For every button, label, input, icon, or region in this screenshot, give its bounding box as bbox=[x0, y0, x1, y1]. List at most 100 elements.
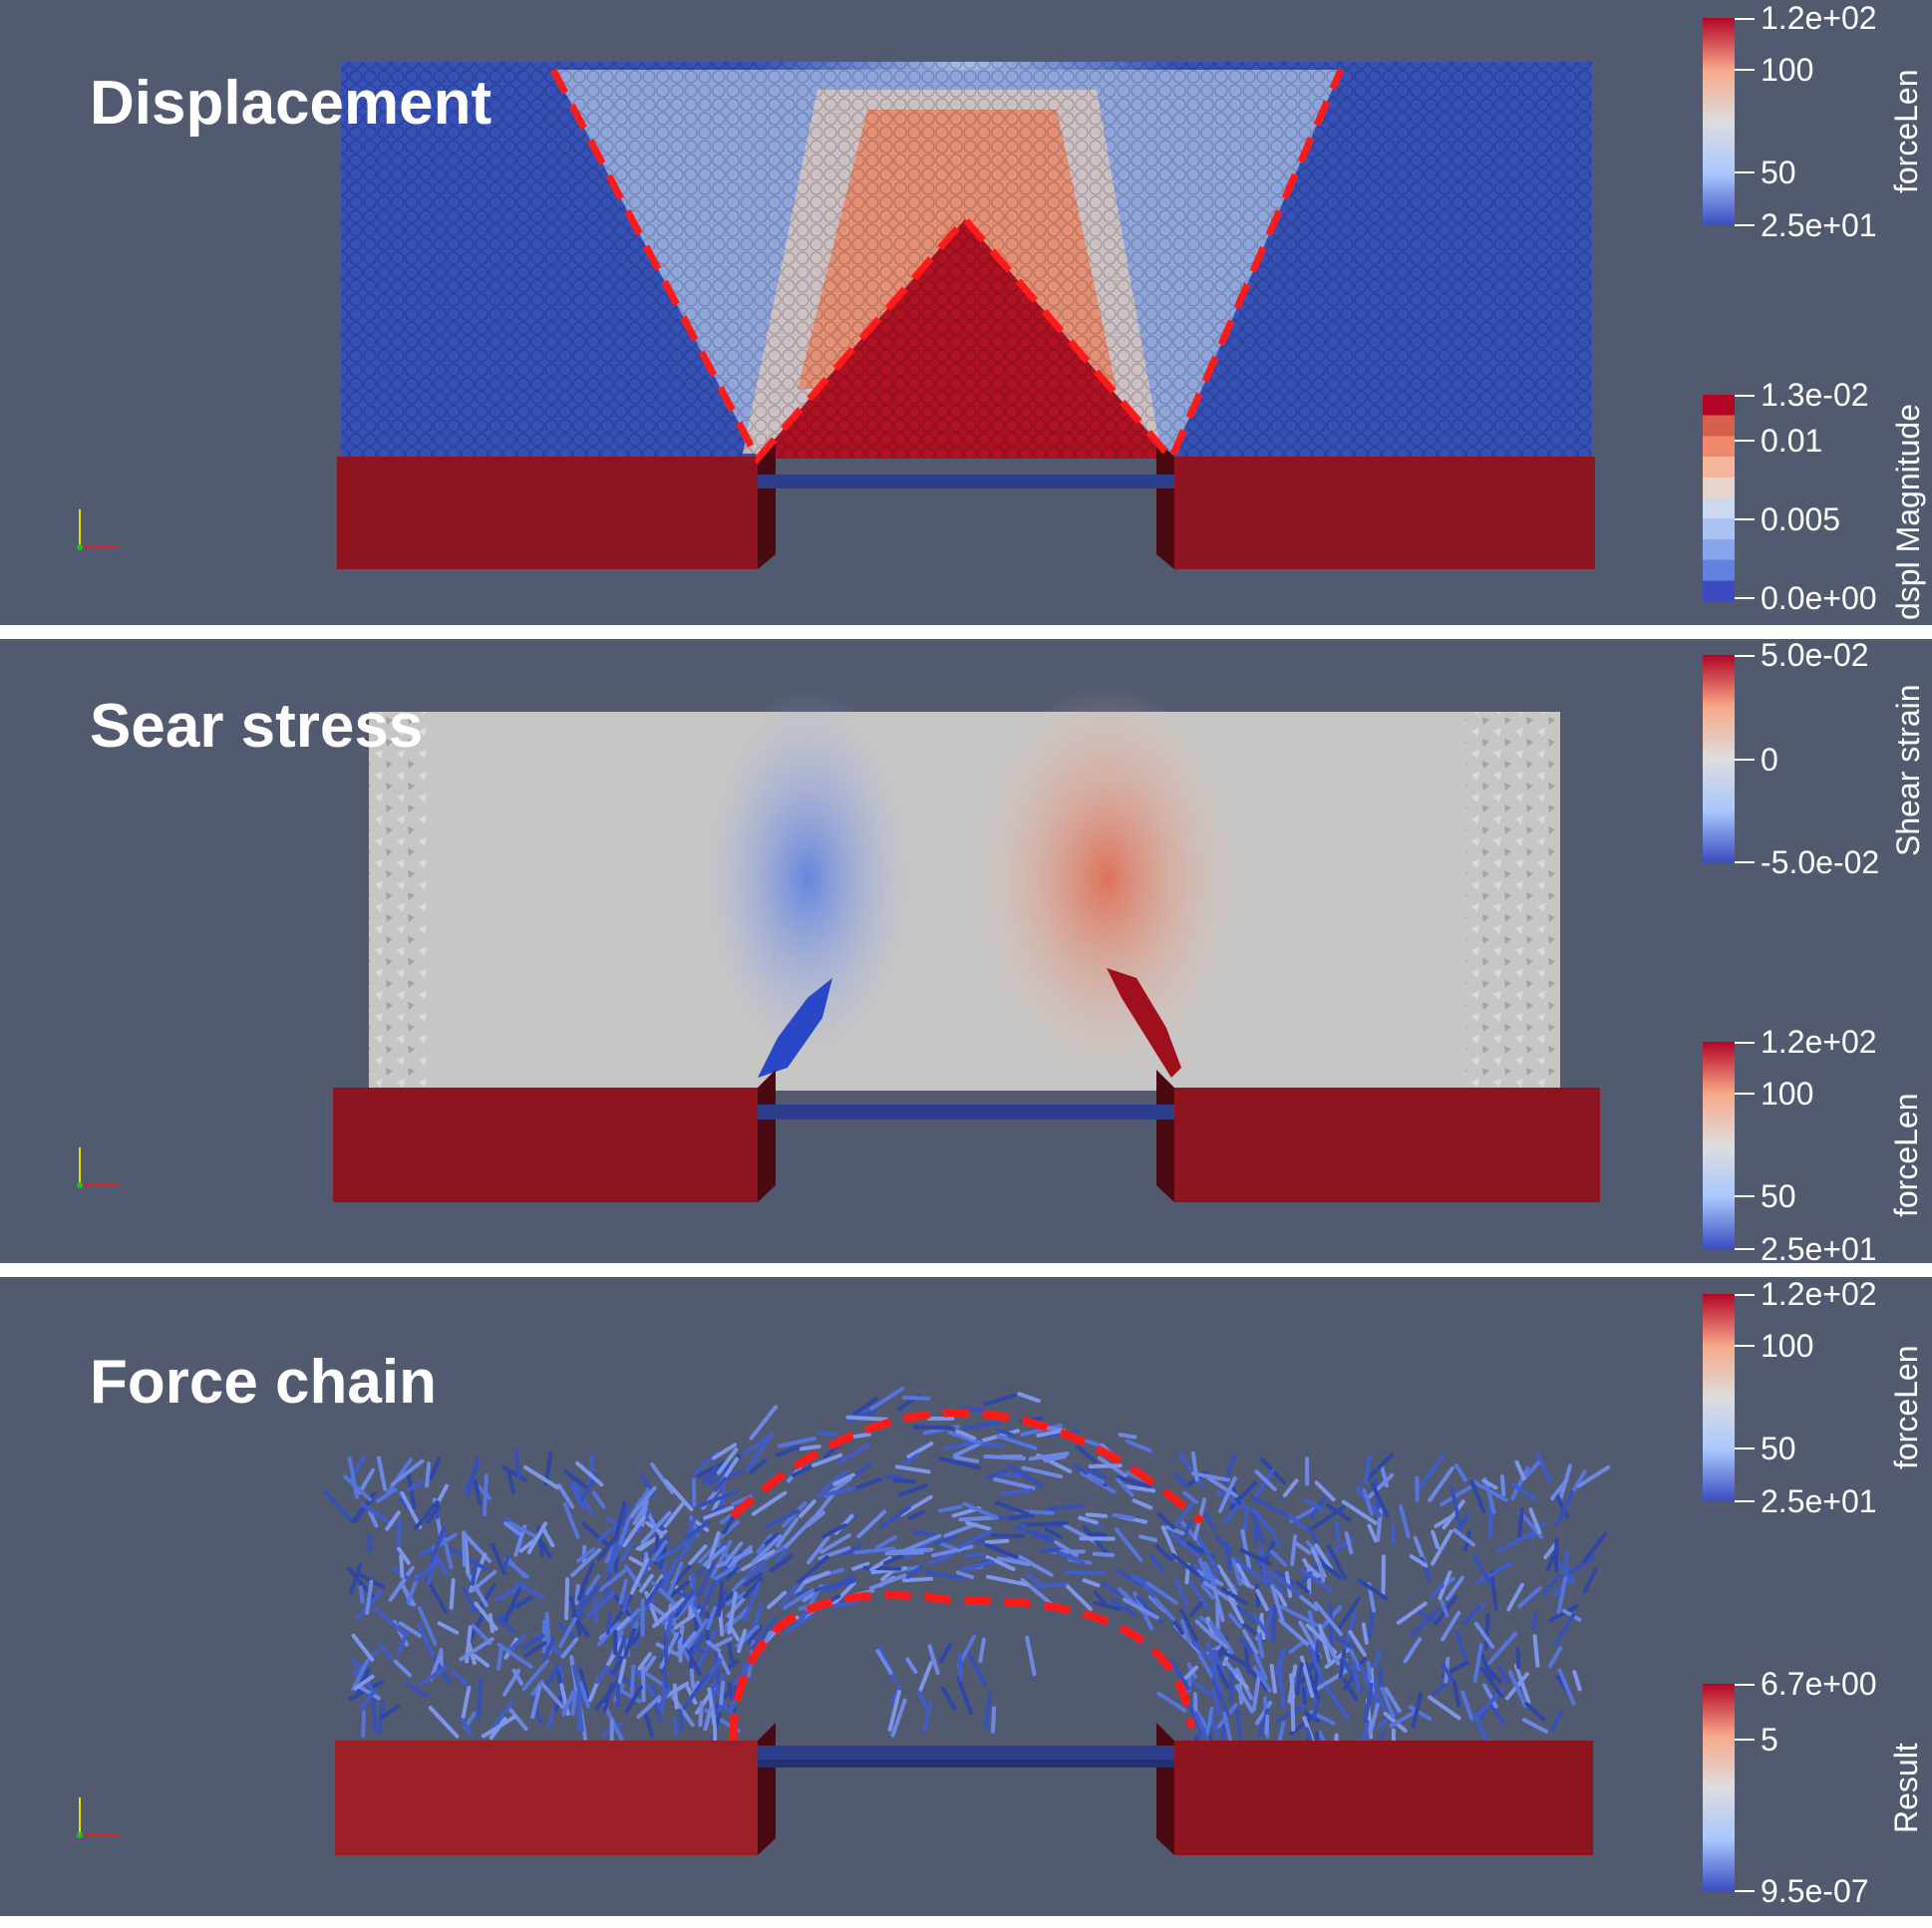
force-chain-segment bbox=[1373, 1676, 1379, 1710]
force-chain-segment bbox=[373, 1606, 407, 1636]
force-chain-segment bbox=[912, 1425, 955, 1431]
force-chain-segment bbox=[940, 1686, 957, 1711]
force-chain-segment bbox=[804, 1570, 830, 1584]
force-chain-segment bbox=[1191, 1640, 1217, 1666]
force-chain-segment bbox=[1197, 1557, 1209, 1580]
force-chain-segment bbox=[1363, 1452, 1394, 1484]
force-chain-segment bbox=[1307, 1644, 1325, 1683]
force-chain-segment bbox=[985, 1543, 1019, 1559]
force-chain-segment bbox=[1116, 1477, 1134, 1497]
force-chain-segment bbox=[581, 1521, 610, 1547]
force-chain-segment bbox=[637, 1652, 652, 1671]
force-chain-segment bbox=[1469, 1478, 1508, 1502]
force-chain-segment bbox=[898, 1483, 929, 1497]
force-chain-segment bbox=[508, 1708, 528, 1732]
force-chain-segment bbox=[1314, 1480, 1336, 1502]
force-chain-segment bbox=[712, 1443, 738, 1460]
force-chain-segment bbox=[986, 1574, 1030, 1587]
force-chain-segment bbox=[816, 1431, 838, 1437]
force-chain-segment bbox=[378, 1644, 393, 1661]
force-chain-segment bbox=[405, 1682, 429, 1699]
force-chain-segment bbox=[1384, 1687, 1402, 1714]
force-chain-segment bbox=[1506, 1582, 1524, 1612]
force-chain-segment bbox=[841, 1543, 862, 1556]
force-chain-segment bbox=[1216, 1490, 1251, 1511]
force-chain-segment bbox=[851, 1476, 883, 1491]
force-chain-segment bbox=[1324, 1685, 1351, 1722]
force-chain-segment bbox=[1204, 1706, 1214, 1737]
force-chain-segment bbox=[542, 1663, 560, 1691]
force-chain-segment bbox=[1555, 1559, 1575, 1584]
force-chain-segment bbox=[462, 1530, 467, 1567]
force-chain-segment bbox=[1063, 1569, 1107, 1575]
force-chain-segment bbox=[1034, 1582, 1068, 1588]
force-chain-segment bbox=[1517, 1586, 1542, 1609]
tick-label: 1.3e-02 bbox=[1761, 377, 1869, 413]
force-chain-segment bbox=[1304, 1562, 1321, 1578]
force-chain-segment bbox=[1179, 1608, 1199, 1643]
force-chain-segment bbox=[460, 1718, 473, 1736]
force-chain-segment bbox=[623, 1628, 637, 1657]
force-chain-segment bbox=[682, 1516, 697, 1548]
force-chain-segment bbox=[710, 1539, 733, 1579]
force-chain-segment bbox=[351, 1633, 375, 1662]
force-chain-segment bbox=[350, 1496, 375, 1523]
force-chain-segment bbox=[1196, 1536, 1220, 1574]
force-chain-segment bbox=[769, 1559, 787, 1573]
force-chain-segment bbox=[506, 1470, 516, 1494]
force-chain-segment bbox=[546, 1709, 555, 1729]
force-chain-segment bbox=[1214, 1663, 1230, 1690]
force-chain-segment bbox=[727, 1545, 753, 1569]
force-chain-segment bbox=[596, 1527, 613, 1543]
force-chain-segment bbox=[1434, 1513, 1455, 1528]
force-chain-segment bbox=[1295, 1541, 1312, 1555]
force-chain-segment bbox=[958, 1515, 999, 1522]
force-chain-segment bbox=[1193, 1711, 1209, 1743]
force-chain-segment bbox=[706, 1605, 718, 1631]
force-chain-segment bbox=[669, 1580, 691, 1597]
force-chain-segment bbox=[1251, 1507, 1272, 1531]
rough-edge-left bbox=[369, 712, 429, 1091]
force-chain-segment bbox=[417, 1606, 438, 1646]
force-chain-segment bbox=[1211, 1689, 1221, 1718]
force-chain-segment bbox=[1290, 1690, 1296, 1732]
force-chain-segment bbox=[1489, 1570, 1498, 1612]
force-chain-segment bbox=[1173, 1579, 1189, 1607]
force-chain-segment bbox=[698, 1489, 740, 1508]
force-chain-segment bbox=[1299, 1655, 1315, 1699]
force-chain-segment bbox=[906, 1442, 934, 1458]
force-chain-segment bbox=[1510, 1465, 1530, 1500]
force-chain-segment bbox=[901, 1396, 931, 1401]
force-chain-segment bbox=[652, 1681, 690, 1706]
force-chain-segment bbox=[727, 1591, 738, 1635]
force-chain-segment bbox=[1269, 1549, 1288, 1567]
force-chain-segment bbox=[1256, 1633, 1265, 1659]
force-chain-scene bbox=[323, 1387, 1611, 1855]
force-chain-segment bbox=[1170, 1660, 1190, 1691]
force-chain-segment bbox=[1092, 1551, 1116, 1557]
right-support-side bbox=[1156, 1070, 1174, 1202]
force-chain-segment bbox=[1182, 1490, 1198, 1504]
force-chain-segment bbox=[993, 1477, 1036, 1490]
force-chain-segment bbox=[1314, 1601, 1343, 1636]
force-chain-segment bbox=[883, 1554, 903, 1565]
force-chain-segment bbox=[678, 1632, 683, 1663]
force-chain-segment bbox=[1203, 1561, 1217, 1587]
force-chain-segment bbox=[666, 1596, 696, 1630]
force-chain-segment bbox=[1441, 1663, 1454, 1682]
force-chain-segment bbox=[1228, 1612, 1243, 1629]
force-chain-segment bbox=[1087, 1472, 1105, 1484]
force-chain-segment bbox=[358, 1467, 376, 1495]
force-chain-segment bbox=[1148, 1553, 1165, 1573]
force-chain-segment bbox=[323, 1489, 352, 1522]
force-chain-segment bbox=[737, 1629, 748, 1654]
force-chain-segment bbox=[889, 1685, 903, 1704]
force-chain-segment bbox=[830, 1580, 856, 1607]
force-chain-segment bbox=[1093, 1590, 1108, 1606]
force-chain-segment bbox=[1268, 1526, 1282, 1547]
force-chain-segment bbox=[1451, 1680, 1461, 1708]
force-chain-segment bbox=[390, 1458, 425, 1486]
force-chain-segment bbox=[1244, 1647, 1251, 1674]
force-chain-segment bbox=[1550, 1710, 1563, 1732]
force-chain-segment bbox=[831, 1600, 858, 1608]
